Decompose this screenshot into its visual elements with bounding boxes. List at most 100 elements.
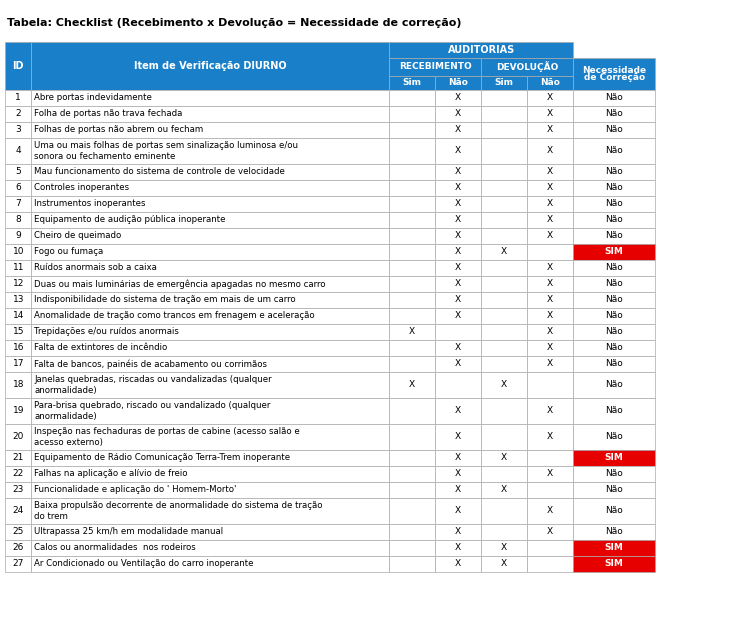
Bar: [527, 324, 573, 340]
Bar: [482, 498, 527, 524]
Bar: [389, 292, 435, 308]
Bar: [573, 180, 656, 196]
Text: 23: 23: [13, 486, 24, 495]
Bar: [527, 292, 573, 308]
Text: Não: Não: [605, 126, 623, 135]
Bar: [32, 324, 389, 340]
Bar: [5, 556, 32, 572]
Bar: [573, 398, 656, 424]
Text: Inspeção nas fechaduras de portas de cabine (acesso salão e
acesso externo): Inspeção nas fechaduras de portas de cab…: [34, 427, 300, 447]
Bar: [527, 76, 573, 90]
Text: X: X: [548, 184, 554, 193]
Bar: [573, 308, 656, 324]
Bar: [435, 164, 482, 180]
Text: Não: Não: [605, 327, 623, 336]
Text: X: X: [455, 486, 461, 495]
Text: 25: 25: [13, 527, 24, 536]
Text: Não: Não: [448, 79, 468, 88]
Bar: [527, 524, 573, 540]
Bar: [527, 196, 573, 212]
Bar: [527, 466, 573, 482]
Bar: [5, 276, 32, 292]
Bar: [527, 424, 573, 450]
Bar: [573, 58, 656, 90]
Text: X: X: [548, 93, 554, 102]
Bar: [32, 524, 389, 540]
Text: 19: 19: [13, 406, 24, 415]
Bar: [32, 244, 389, 260]
Bar: [435, 324, 482, 340]
Text: Baixa propulsão decorrente de anormalidade do sistema de tração
do trem: Baixa propulsão decorrente de anormalida…: [34, 501, 322, 521]
Bar: [482, 76, 527, 90]
Bar: [573, 106, 656, 122]
Text: Fogo ou fumaça: Fogo ou fumaça: [34, 247, 104, 256]
Bar: [389, 424, 435, 450]
Bar: [435, 498, 482, 524]
Bar: [435, 450, 482, 466]
Bar: [482, 276, 527, 292]
Text: 12: 12: [13, 279, 24, 289]
Bar: [389, 482, 435, 498]
Text: X: X: [548, 527, 554, 536]
Text: X: X: [548, 469, 554, 478]
Bar: [32, 372, 389, 398]
Bar: [482, 260, 527, 276]
Bar: [482, 90, 527, 106]
Text: Não: Não: [605, 146, 623, 155]
Bar: [435, 180, 482, 196]
Bar: [435, 212, 482, 228]
Text: X: X: [501, 486, 507, 495]
Bar: [435, 76, 482, 90]
Bar: [573, 482, 656, 498]
Bar: [482, 244, 527, 260]
Bar: [389, 228, 435, 244]
Text: X: X: [455, 469, 461, 478]
Text: Não: Não: [605, 343, 623, 352]
Text: Item de Verificação DIURNO: Item de Verificação DIURNO: [134, 61, 286, 71]
Bar: [435, 466, 482, 482]
Text: 22: 22: [13, 469, 24, 478]
Text: Não: Não: [605, 93, 623, 102]
Bar: [389, 244, 435, 260]
Text: Janelas quebradas, riscadas ou vandalizadas (qualquer
anormalidade): Janelas quebradas, riscadas ou vandaliza…: [34, 375, 272, 395]
Text: Não: Não: [605, 167, 623, 176]
Text: X: X: [455, 296, 461, 305]
Text: Duas ou mais luminárias de emergência apagadas no mesmo carro: Duas ou mais luminárias de emergência ap…: [34, 279, 326, 289]
Bar: [32, 292, 389, 308]
Text: X: X: [548, 359, 554, 368]
Text: Sim: Sim: [495, 79, 514, 88]
Text: X: X: [548, 296, 554, 305]
Bar: [32, 212, 389, 228]
Bar: [482, 356, 527, 372]
Bar: [389, 180, 435, 196]
Bar: [32, 424, 389, 450]
Bar: [573, 356, 656, 372]
Bar: [32, 450, 389, 466]
Bar: [573, 324, 656, 340]
Text: 21: 21: [13, 453, 24, 462]
Bar: [389, 122, 435, 138]
Text: Não: Não: [605, 311, 623, 320]
Text: X: X: [548, 343, 554, 352]
Text: Funcionalidade e aplicação do ' Homem-Morto': Funcionalidade e aplicação do ' Homem-Mo…: [34, 486, 237, 495]
Text: Equipamento de Rádio Comunicação Terra-Trem inoperante: Equipamento de Rádio Comunicação Terra-T…: [34, 453, 290, 462]
Bar: [527, 228, 573, 244]
Text: X: X: [548, 146, 554, 155]
Bar: [389, 42, 573, 58]
Bar: [389, 58, 482, 76]
Bar: [527, 498, 573, 524]
Text: X: X: [455, 126, 461, 135]
Text: 8: 8: [15, 215, 21, 224]
Text: Não: Não: [605, 432, 623, 441]
Text: X: X: [455, 560, 461, 569]
Bar: [573, 138, 656, 164]
Text: X: X: [455, 109, 461, 118]
Text: DEVOLUÇÃO: DEVOLUÇÃO: [496, 61, 559, 72]
Text: SIM: SIM: [604, 247, 624, 256]
Text: Para-brisa quebrado, riscado ou vandalizado (qualquer
anormalidade): Para-brisa quebrado, riscado ou vandaliz…: [34, 401, 271, 421]
Bar: [5, 356, 32, 372]
Bar: [527, 260, 573, 276]
Bar: [573, 228, 656, 244]
Bar: [435, 138, 482, 164]
Text: X: X: [455, 406, 461, 415]
